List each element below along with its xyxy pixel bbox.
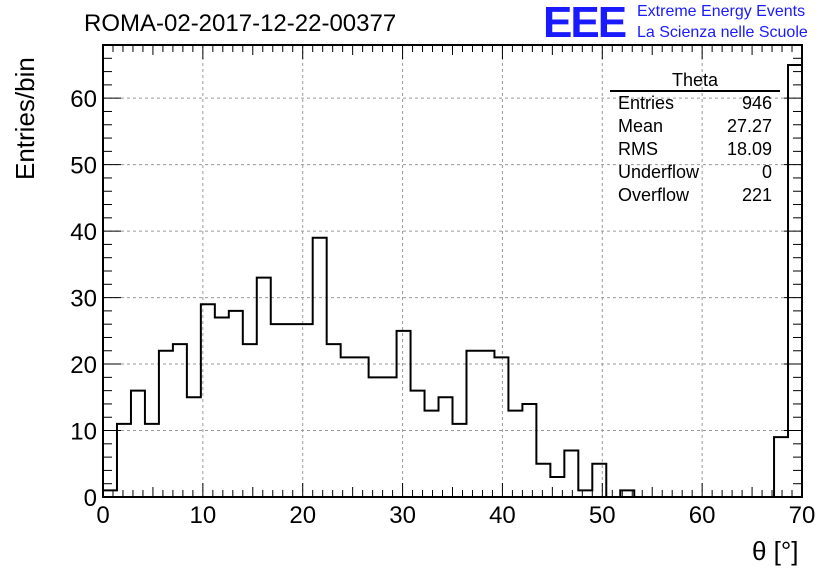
histogram-bin <box>313 238 327 497</box>
stats-row-entries: Entries 946 <box>610 92 780 115</box>
stats-label: Overflow <box>618 185 690 205</box>
stats-row-overflow: Overflow 221 <box>610 184 780 207</box>
histogram-bin <box>369 377 383 497</box>
x-tick-label: 10 <box>190 502 217 529</box>
histogram-bin <box>453 424 467 497</box>
histogram-bin <box>466 351 480 497</box>
stats-label: Entries <box>618 93 675 113</box>
histogram-bin <box>327 344 341 497</box>
stats-title: Theta <box>610 70 780 92</box>
y-tick-label: 20 <box>70 352 97 379</box>
histogram-bin <box>173 344 187 497</box>
histogram-bin <box>145 424 159 497</box>
y-tick-label: 10 <box>70 419 97 446</box>
y-tick-label: 40 <box>70 219 97 246</box>
histogram-bin <box>257 278 271 497</box>
stats-label: Mean <box>618 116 664 136</box>
histogram-bin <box>564 450 578 497</box>
grid-lines <box>103 45 802 497</box>
x-tick-label: 70 <box>789 502 816 529</box>
histogram-bin <box>480 351 494 497</box>
x-tick-label: 20 <box>289 502 316 529</box>
histogram-bin <box>285 324 299 497</box>
x-tick-label: 50 <box>589 502 616 529</box>
x-tick-label: 30 <box>389 502 416 529</box>
histogram-bin <box>215 318 229 497</box>
histogram-bin <box>117 424 131 497</box>
tick-labels: 0 10 20 30 40 50 60 70 0 10 20 30 40 50 60 <box>70 86 815 529</box>
stats-row-underflow: Underflow 0 <box>610 161 780 184</box>
histogram-bin <box>299 324 313 497</box>
histogram-bin <box>536 464 550 497</box>
logo-subtitle-2: La Scienza nelle Scuole <box>637 24 808 41</box>
histogram-bin <box>271 324 285 497</box>
eee-logo: EEE <box>543 0 627 47</box>
histogram-bin <box>355 357 369 497</box>
stats-value: 18.09 <box>726 139 772 159</box>
y-tick-label: 0 <box>84 485 97 512</box>
stats-box: Theta Entries 946 Mean 27.27 RMS 18.09 U… <box>610 70 780 207</box>
histogram-bin <box>383 377 397 497</box>
histogram-bin <box>187 397 201 497</box>
histogram-bin <box>397 331 411 497</box>
histogram-bin <box>774 437 788 497</box>
histogram-bin <box>159 351 173 497</box>
y-tick-label: 30 <box>70 286 97 313</box>
histogram-bin <box>522 404 536 497</box>
histogram-bin <box>411 391 425 497</box>
histogram-bin <box>439 397 453 497</box>
histogram-bin <box>494 357 508 497</box>
stats-label: RMS <box>618 139 658 159</box>
x-axis-label: θ [°] <box>752 536 799 566</box>
histogram-bin <box>131 391 145 497</box>
y-tick-label: 60 <box>70 86 97 113</box>
chart-title: ROMA-02-2017-12-22-00377 <box>84 10 397 37</box>
histogram-bin <box>243 344 257 497</box>
stats-row-rms: RMS 18.09 <box>610 138 780 161</box>
logo-subtitle-1: Extreme Energy Events <box>637 3 806 20</box>
histogram-bin <box>425 411 439 497</box>
histogram-bin <box>592 464 606 497</box>
stats-label: Underflow <box>618 162 700 182</box>
x-tick-label: 40 <box>489 502 516 529</box>
histogram-bin <box>788 65 802 497</box>
stats-value: 27.27 <box>726 116 772 136</box>
x-tick-label: 60 <box>689 502 716 529</box>
histogram-bin <box>229 311 243 497</box>
stats-value: 946 <box>741 93 772 113</box>
x-tick-label: 0 <box>96 502 109 529</box>
stats-value: 221 <box>741 185 772 205</box>
stats-value: 0 <box>761 162 772 182</box>
histogram-bin <box>341 357 355 497</box>
histogram-bin <box>508 411 522 497</box>
y-tick-label: 50 <box>70 153 97 180</box>
axes <box>102 44 803 498</box>
y-axis-label: Entries/bin <box>10 57 40 180</box>
stats-row-mean: Mean 27.27 <box>610 115 780 138</box>
